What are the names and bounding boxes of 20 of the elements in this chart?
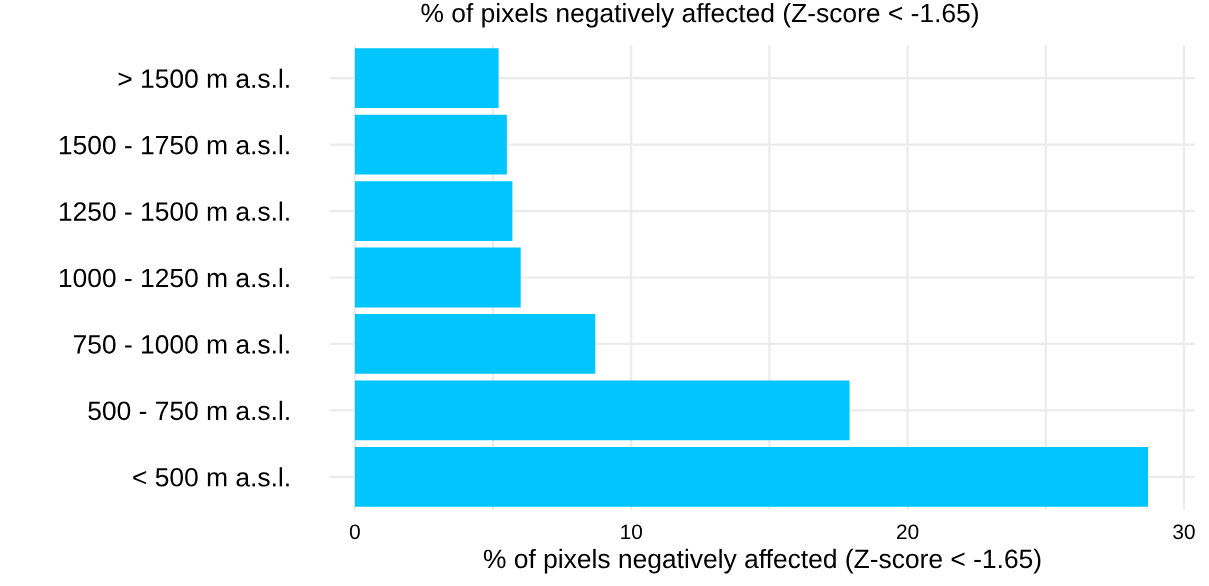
x-tick-label: 10 xyxy=(621,524,642,540)
chart-title: % of pixels negatively affected (Z-score < -1.65) xyxy=(421,3,978,28)
x-tick-label: 20 xyxy=(897,524,919,540)
x-tick-label: 0 xyxy=(349,524,360,540)
x-axis-title: % of pixels negatively affected (Z-score < -1.65) xyxy=(483,548,1041,574)
bar xyxy=(354,380,850,441)
y-tick-label: 500 - 750 m a.s.l. xyxy=(88,400,289,421)
bar xyxy=(354,181,513,241)
x-tick-label: 30 xyxy=(1173,524,1195,540)
y-tick-label: 1000 - 1250 m a.s.l. xyxy=(59,267,289,288)
bar xyxy=(354,114,507,175)
y-tick-label: < 500 m a.s.l. xyxy=(133,467,289,487)
bar xyxy=(354,446,1149,507)
y-tick-label: > 1500 m a.s.l. xyxy=(118,68,289,89)
y-tick-label: 1500 - 1750 m a.s.l. xyxy=(59,135,289,155)
bar xyxy=(354,247,521,308)
y-tick-label: 1250 - 1500 m a.s.l. xyxy=(59,201,289,221)
y-tick-label: 750 - 1000 m a.s.l. xyxy=(73,334,289,354)
bar xyxy=(354,314,596,374)
bar xyxy=(354,48,499,109)
